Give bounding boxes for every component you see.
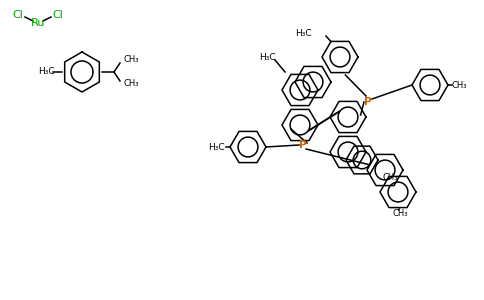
Text: Cl: Cl: [13, 10, 23, 20]
Text: CH₃: CH₃: [123, 80, 138, 88]
Text: H₃C: H₃C: [209, 142, 225, 152]
Text: P: P: [364, 97, 372, 107]
Text: CH₃: CH₃: [392, 209, 408, 218]
Text: P: P: [299, 140, 307, 150]
Text: H₃C: H₃C: [258, 52, 275, 62]
Text: H₃C: H₃C: [38, 68, 54, 76]
Text: Ru: Ru: [31, 18, 45, 28]
Text: H₃C: H₃C: [295, 29, 312, 38]
Text: CH₃: CH₃: [123, 56, 138, 64]
Text: CH₃: CH₃: [382, 172, 398, 182]
Text: Cl: Cl: [53, 10, 63, 20]
Text: CH₃: CH₃: [452, 80, 468, 89]
